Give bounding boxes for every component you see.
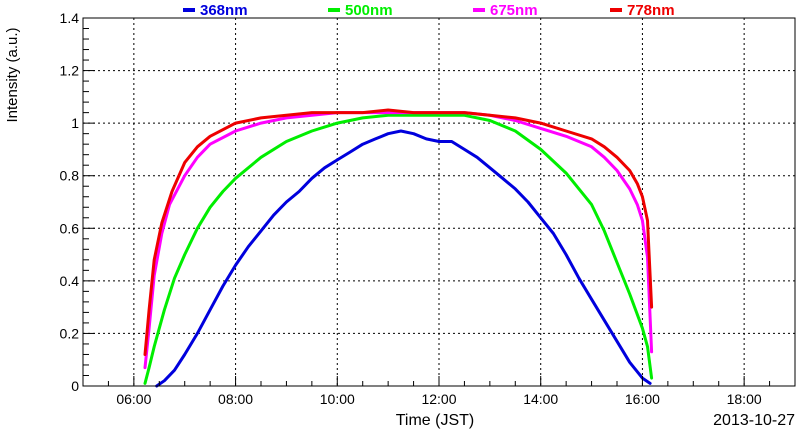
series-line-778nm [143,108,654,356]
tick-labels: 06:00 08:00 10:00 12:00 14:00 16:00 18:00 0 0.2 0… [60,10,762,407]
legend-label-778nm: 778nm [627,2,675,19]
axis-ticks [82,17,796,387]
y-axis-label: Intensity (a.u.) [4,27,21,122]
x-tick-label: 14:00 [523,391,558,407]
x-tick-label: 12:00 [421,391,456,407]
y-tick-label: 0.2 [60,325,80,341]
series-line-368nm [155,129,652,388]
x-axis-label: Time (JST) [396,412,475,429]
x-tick-label: 10:00 [320,391,355,407]
series-line-675nm [143,111,654,370]
x-tick-label: 08:00 [218,391,253,407]
legend-label-368nm: 368nm [200,2,248,19]
y-tick-label: 1.2 [60,63,80,79]
grid [83,18,795,386]
series-lines [143,108,654,388]
y-tick-label: 0 [71,378,79,394]
series-line-500nm [143,113,654,385]
legend-label-675nm: 675nm [490,2,538,19]
date-label: 2013-10-27 [713,412,795,429]
x-tick-label: 18:00 [727,391,762,407]
y-tick-label: 0.8 [60,168,80,184]
y-tick-label: 0.4 [60,273,80,289]
legend: 368nm 500nm 675nm 778nm [183,2,675,19]
y-tick-label: 0.6 [60,220,80,236]
x-tick-label: 16:00 [625,391,660,407]
x-tick-label: 06:00 [116,391,151,407]
y-tick-label: 1.4 [60,10,80,26]
y-tick-label: 1 [71,115,79,131]
legend-label-500nm: 500nm [345,2,393,19]
